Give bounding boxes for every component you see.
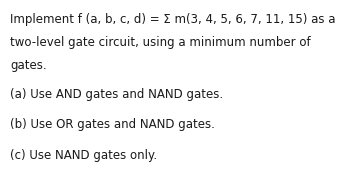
Text: two-level gate circuit, using a minimum number of: two-level gate circuit, using a minimum … (10, 36, 311, 49)
Text: gates.: gates. (10, 59, 47, 72)
Text: (c) Use NAND gates only.: (c) Use NAND gates only. (10, 149, 158, 162)
Text: Implement f (a, b, c, d) = Σ m(3, 4, 5, 6, 7, 11, 15) as a: Implement f (a, b, c, d) = Σ m(3, 4, 5, … (10, 13, 336, 26)
Text: (b) Use OR gates and NAND gates.: (b) Use OR gates and NAND gates. (10, 118, 215, 131)
Text: (a) Use AND gates and NAND gates.: (a) Use AND gates and NAND gates. (10, 88, 224, 101)
